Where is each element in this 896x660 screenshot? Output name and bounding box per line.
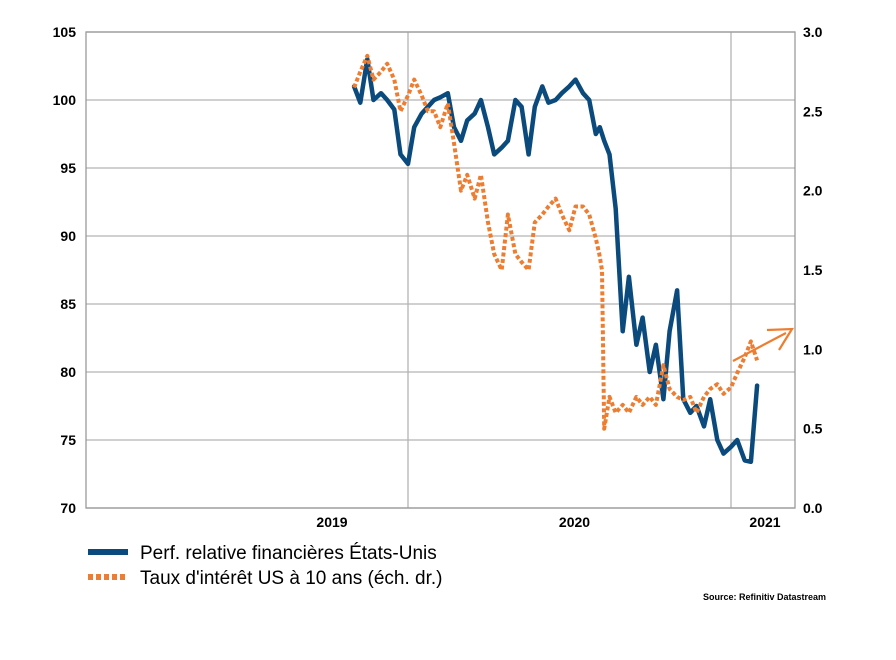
legend-label: Taux d'intérêt US à 10 ans (éch. dr.) [140,568,443,589]
left-axis-ticks: 70 75 80 85 90 95 100 105 [53,24,77,516]
arrow-shaft [732,332,787,362]
x-tick-label: 2019 [316,514,347,530]
left-tick-label: 105 [53,24,77,40]
left-tick-label: 75 [60,432,76,448]
source-note: Source: Refinitiv Datastream [703,592,826,602]
right-tick-label: 0.0 [803,500,823,516]
right-axis-ticks: 0.0 0.5 1.0 1.5 2.0 2.5 3.0 [803,24,823,516]
annotation-arrow [732,327,795,362]
x-axis-ticks: 2019 2020 2021 [316,514,780,530]
legend: Perf. relative financières États-Unis Tau… [88,543,443,589]
grid [85,31,796,509]
right-tick-label: 0.5 [803,421,823,437]
right-tick-label: 1.0 [803,341,823,357]
series-line-rate [352,53,760,431]
right-tick-label: 2.5 [803,103,823,119]
left-tick-label: 90 [60,228,76,244]
x-tick-label: 2021 [749,514,780,530]
right-tick-label: 1.5 [803,262,823,278]
series-group [351,53,760,465]
right-tick-label: 2.0 [803,183,823,199]
plot-frame [85,31,796,509]
arrow-head [766,327,795,351]
right-tick-label: 3.0 [803,24,823,40]
x-tick-label: 2020 [559,514,590,530]
series-line-financials [351,56,760,465]
left-tick-label: 95 [60,160,76,176]
legend-label: Perf. relative financières États-Unis [140,543,437,564]
left-tick-label: 85 [60,296,76,312]
left-tick-label: 70 [60,500,76,516]
left-tick-label: 100 [53,92,77,108]
left-tick-label: 80 [60,364,76,380]
